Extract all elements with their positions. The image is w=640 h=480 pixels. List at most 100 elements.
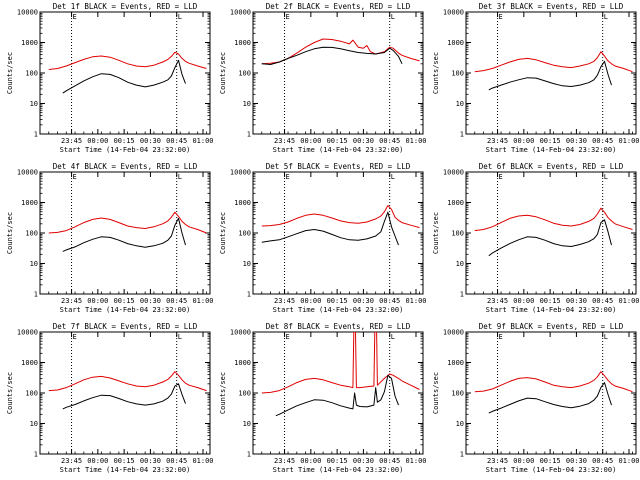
lld-series-line: [261, 38, 420, 65]
x-tick-label: 00:00: [87, 297, 108, 305]
x-tick-label: 01:00: [618, 457, 639, 465]
panel-2: Det 2f BLACK = Events, RED = LLD 1 10 100 10…: [219, 2, 427, 154]
y-tick-label: 1: [34, 131, 38, 139]
x-tick-label: 01:00: [192, 297, 213, 305]
events-series-line: [62, 59, 186, 94]
marker-label-l: L: [178, 13, 182, 21]
x-tick-label: 00:00: [513, 137, 534, 145]
plot-frame: [465, 171, 637, 295]
events-series-line: [275, 374, 399, 417]
plot-frame: [252, 171, 424, 295]
plot-frame: [252, 11, 424, 135]
y-tick-label: 100: [238, 70, 251, 78]
x-axis-label: Start Time (14-Feb-04 23:32:00): [273, 146, 404, 154]
y-tick-label: 1: [247, 451, 251, 459]
y-tick-label: 1: [34, 291, 38, 299]
plot-frame: [465, 331, 637, 455]
plot-frame: [465, 11, 637, 135]
y-axis-label: Counts/sec: [219, 212, 227, 254]
x-tick-label: 01:00: [405, 137, 426, 145]
x-axis-label: Start Time (14-Feb-04 23:32:00): [486, 146, 617, 154]
marker-label-e: E: [286, 333, 290, 341]
x-tick-label: 23:45: [487, 137, 508, 145]
y-tick-label: 1000: [447, 199, 464, 207]
x-tick-label: 00:00: [300, 137, 321, 145]
y-axis-label: Counts/sec: [6, 212, 14, 254]
x-tick-label: 00:15: [114, 137, 135, 145]
events-series-line: [488, 60, 612, 91]
y-tick-label: 10: [456, 100, 464, 108]
x-tick-label: 23:45: [61, 297, 82, 305]
lld-series-line: [261, 205, 420, 229]
y-tick-label: 10: [243, 260, 251, 268]
y-tick-label: 10: [243, 420, 251, 428]
y-axis-label: Counts/sec: [219, 372, 227, 414]
x-tick-label: 00:45: [166, 137, 187, 145]
panel-4: Det 4f BLACK = Events, RED = LLD 1 10 100 10…: [6, 162, 214, 314]
x-axis-label: Start Time (14-Feb-04 23:32:00): [60, 306, 191, 314]
marker-label-e: E: [73, 333, 77, 341]
x-tick-label: 00:30: [353, 457, 374, 465]
events-series-line: [488, 219, 612, 257]
lld-series-line: [261, 332, 420, 394]
x-tick-label: 00:30: [353, 297, 374, 305]
y-axis-label: Counts/sec: [219, 52, 227, 94]
marker-label-l: L: [604, 333, 608, 341]
y-tick-label: 100: [451, 230, 464, 238]
marker-label-e: E: [286, 173, 290, 181]
x-tick-label: 23:45: [274, 297, 295, 305]
panel-1: Det 1f BLACK = Events, RED = LLD 1 10 100 10…: [6, 2, 214, 154]
lld-series-line: [48, 371, 207, 392]
x-tick-label: 00:00: [300, 297, 321, 305]
plot-frame: [39, 11, 211, 135]
events-series-line: [62, 383, 186, 410]
y-tick-label: 10: [30, 260, 38, 268]
y-tick-label: 1: [247, 131, 251, 139]
x-tick-label: 23:45: [274, 457, 295, 465]
y-tick-label: 1000: [447, 359, 464, 367]
y-tick-label: 10000: [443, 329, 464, 337]
marker-label-l: L: [391, 333, 395, 341]
x-tick-label: 00:15: [540, 457, 561, 465]
x-tick-label: 00:00: [300, 457, 321, 465]
y-tick-label: 100: [451, 390, 464, 398]
x-tick-label: 01:00: [618, 297, 639, 305]
y-tick-label: 1000: [234, 39, 251, 47]
panel-title: Det 7f BLACK = Events, RED = LLD: [53, 322, 198, 331]
y-tick-label: 10: [243, 100, 251, 108]
y-tick-label: 1000: [234, 359, 251, 367]
lld-series-line: [474, 51, 633, 73]
panel-title: Det 5f BLACK = Events, RED = LLD: [266, 162, 411, 171]
y-axis-label: Counts/sec: [432, 212, 440, 254]
plot-frame: [39, 171, 211, 295]
x-tick-label: 00:30: [566, 137, 587, 145]
x-tick-label: 01:00: [405, 457, 426, 465]
x-tick-label: 00:00: [87, 457, 108, 465]
events-series-line: [261, 46, 403, 65]
x-tick-label: 00:15: [114, 297, 135, 305]
y-tick-label: 10000: [17, 9, 38, 17]
y-tick-label: 1: [460, 451, 464, 459]
marker-label-e: E: [73, 13, 77, 21]
marker-label-l: L: [391, 13, 395, 21]
y-tick-label: 100: [238, 390, 251, 398]
y-tick-label: 1000: [447, 39, 464, 47]
events-series-line: [261, 211, 399, 246]
marker-label-l: L: [178, 333, 182, 341]
marker-label-e: E: [499, 333, 503, 341]
panel-9: Det 9f BLACK = Events, RED = LLD 1 10 100 10…: [432, 322, 640, 474]
x-tick-label: 00:30: [566, 457, 587, 465]
lld-series-line: [48, 51, 207, 70]
x-tick-label: 00:45: [379, 137, 400, 145]
y-tick-label: 1: [247, 291, 251, 299]
x-tick-label: 00:15: [540, 297, 561, 305]
y-tick-label: 100: [451, 70, 464, 78]
panel-title: Det 6f BLACK = Events, RED = LLD: [479, 162, 624, 171]
x-tick-label: 00:30: [353, 137, 374, 145]
x-axis-label: Start Time (14-Feb-04 23:32:00): [486, 466, 617, 474]
panel-8: Det 8f BLACK = Events, RED = LLD 1 10 100 10…: [219, 322, 427, 474]
panel-title: Det 2f BLACK = Events, RED = LLD: [266, 2, 411, 11]
x-tick-label: 00:00: [513, 297, 534, 305]
y-axis-label: Counts/sec: [432, 372, 440, 414]
